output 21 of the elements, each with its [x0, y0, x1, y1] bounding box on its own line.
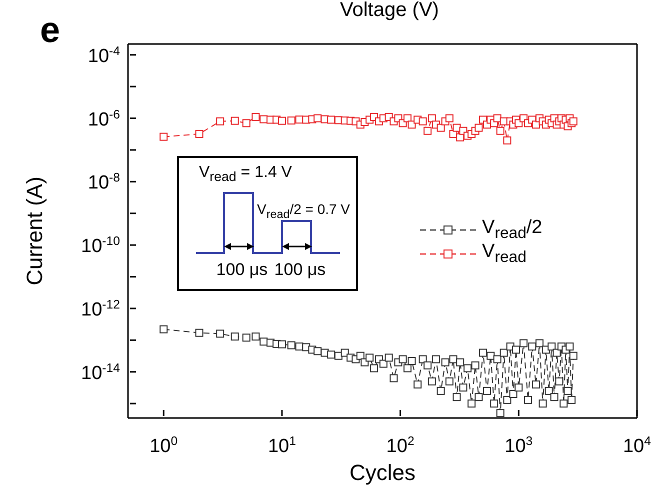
x-tick-label: 10$^{0}$ — [150, 434, 178, 457]
y-tick-label: 10$^{-14}$ — [81, 360, 120, 384]
annotation: 100 μs — [216, 260, 268, 280]
text: e — [40, 8, 60, 52]
annotation: V$_{read}$ = 1.4 V — [199, 163, 292, 186]
x-tick-label: 10$^{4}$ — [622, 434, 652, 457]
x-tick-label: 10$^{2}$ — [386, 434, 414, 457]
annotation: V$_{read}$/2 = 0.7 V — [257, 201, 350, 222]
text: Voltage (V) — [340, 0, 439, 22]
legend-label: V$_{read}$ — [482, 241, 526, 267]
y-tick-label: 10$^{-8}$ — [88, 170, 120, 194]
x-tick-label: 10$^{1}$ — [268, 434, 296, 457]
y-tick-label: 10$^{-10}$ — [81, 234, 120, 258]
x-tick-label: 10$^{3}$ — [504, 434, 533, 457]
legend-label: V$_{read}$/2 — [482, 217, 542, 243]
annotation: 100 μs — [274, 260, 326, 280]
y-tick-label: 10$^{-6}$ — [88, 107, 120, 130]
x-axis-title: Cycles — [349, 460, 416, 485]
y-axis-title: Current (A) — [22, 176, 47, 286]
y-tick-label: 10$^{-12}$ — [81, 297, 120, 320]
y-tick-label: 10$^{-4}$ — [88, 44, 120, 67]
